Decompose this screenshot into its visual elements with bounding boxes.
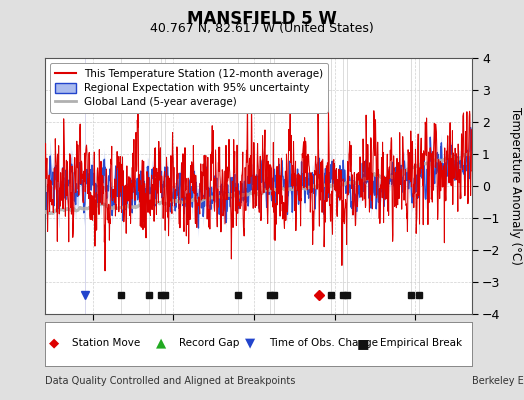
Text: Data Quality Controlled and Aligned at Breakpoints: Data Quality Controlled and Aligned at B… — [45, 376, 295, 386]
Text: ◆: ◆ — [49, 337, 59, 350]
Text: Record Gap: Record Gap — [179, 338, 239, 348]
Text: Berkeley Earth: Berkeley Earth — [472, 376, 524, 386]
Text: MANSFIELD 5 W: MANSFIELD 5 W — [187, 10, 337, 28]
Text: Time of Obs. Change: Time of Obs. Change — [269, 338, 378, 348]
Text: Station Move: Station Move — [72, 338, 140, 348]
Text: ▼: ▼ — [245, 337, 256, 350]
Y-axis label: Temperature Anomaly (°C): Temperature Anomaly (°C) — [509, 107, 522, 265]
Text: Empirical Break: Empirical Break — [380, 338, 462, 348]
Legend: This Temperature Station (12-month average), Regional Expectation with 95% uncer: This Temperature Station (12-month avera… — [50, 63, 329, 112]
Text: ▲: ▲ — [156, 337, 166, 350]
Text: 40.767 N, 82.617 W (United States): 40.767 N, 82.617 W (United States) — [150, 22, 374, 35]
Text: ■: ■ — [356, 337, 369, 350]
